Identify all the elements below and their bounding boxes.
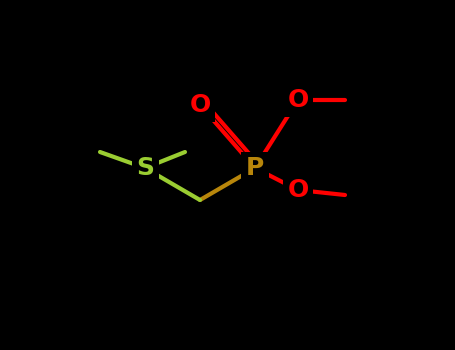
Text: S: S (136, 156, 154, 180)
Text: O: O (288, 178, 308, 202)
Text: O: O (189, 93, 211, 117)
Text: P: P (246, 156, 264, 180)
Text: O: O (288, 88, 308, 112)
